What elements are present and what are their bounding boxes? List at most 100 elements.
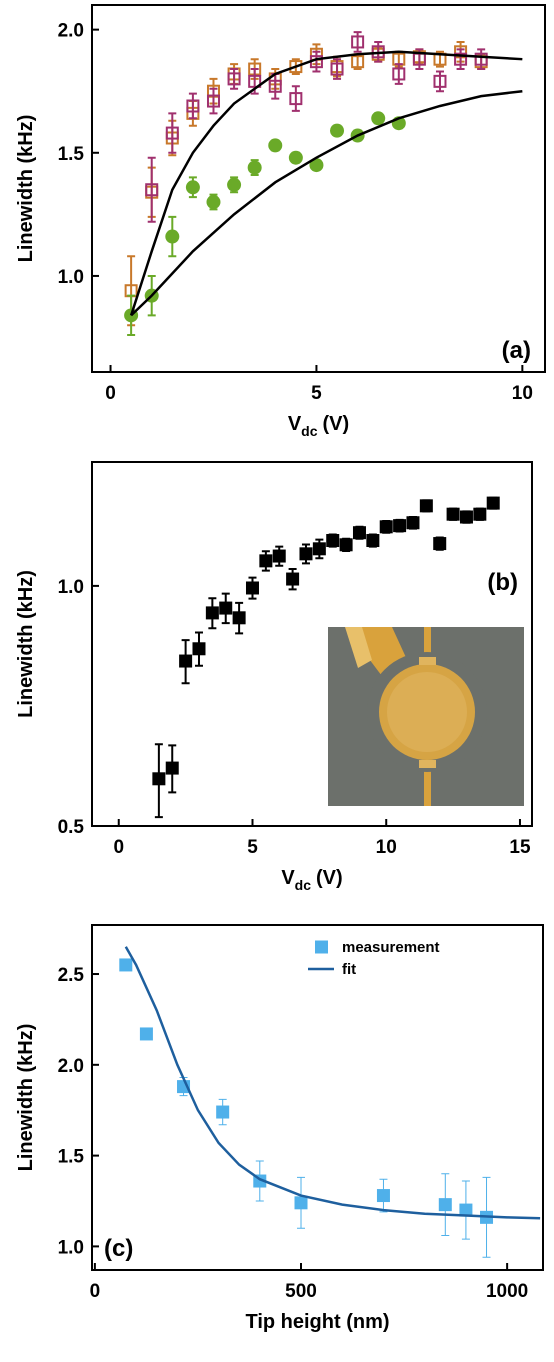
plot-frame xyxy=(91,461,533,827)
x-tick-label: 1000 xyxy=(486,1281,528,1302)
marker xyxy=(312,542,326,556)
marker xyxy=(227,177,242,192)
x-tick-label: 0 xyxy=(113,837,124,858)
x-axis-label-main: V xyxy=(281,867,295,889)
error-bar xyxy=(333,58,342,80)
marker xyxy=(206,94,220,108)
x-tick-label: 10 xyxy=(512,383,533,404)
marker xyxy=(247,160,262,175)
fit-line xyxy=(129,50,523,316)
marker xyxy=(473,507,487,521)
marker xyxy=(376,1189,390,1203)
x-axis-label: Vdc (V) xyxy=(281,867,342,893)
error-bar xyxy=(209,87,218,115)
y-tick-label: 2.0 xyxy=(58,21,84,42)
error-bar xyxy=(147,156,156,223)
y-axis-label: Linewidth (kHz) xyxy=(15,115,37,263)
marker xyxy=(152,772,166,786)
marker xyxy=(330,123,345,138)
error-bar xyxy=(435,70,444,93)
error-bar xyxy=(168,112,177,154)
marker xyxy=(419,499,433,513)
y-axis-label: Linewidth (kHz) xyxy=(15,1024,37,1172)
y-tick-label: 1.0 xyxy=(58,1237,84,1258)
marker xyxy=(294,1196,308,1210)
x-axis-label-unit: (V) xyxy=(323,413,350,435)
y-axis-label: Linewidth (kHz) xyxy=(15,570,37,718)
inset-photo xyxy=(328,627,524,806)
marker xyxy=(459,510,473,524)
y-tick-label: 2.0 xyxy=(58,1056,84,1077)
marker xyxy=(351,35,365,49)
marker xyxy=(366,534,380,548)
marker xyxy=(352,526,366,540)
marker xyxy=(286,572,300,586)
error-bar xyxy=(312,50,321,73)
y-tick-label: 1.0 xyxy=(58,267,84,288)
marker xyxy=(268,138,283,153)
marker xyxy=(272,549,286,563)
legend-label: measurement xyxy=(342,939,440,956)
marker xyxy=(259,554,273,568)
y-tick-label: 2.5 xyxy=(58,965,85,986)
panel-label: (b) xyxy=(487,569,518,596)
marker xyxy=(433,74,447,88)
marker xyxy=(438,1198,452,1212)
panel: 0 500 1000 1.0 1.5 2.0 2.5 Tip height (nm) Linew… xyxy=(15,924,544,1333)
marker xyxy=(186,99,200,113)
marker xyxy=(268,79,282,93)
x-tick-label: 5 xyxy=(247,837,258,858)
marker xyxy=(351,55,365,69)
marker xyxy=(289,60,303,74)
y-tick-label: 1.5 xyxy=(58,1147,85,1168)
x-axis-label-sub: dc xyxy=(295,877,312,893)
panel-label: (c) xyxy=(104,1235,133,1262)
plot-frame xyxy=(91,4,546,373)
x-tick-label: 10 xyxy=(376,837,397,858)
marker xyxy=(119,958,133,972)
error-bar xyxy=(271,72,280,100)
x-axis-label-sub: dc xyxy=(301,423,318,439)
error-bar xyxy=(477,48,486,71)
x-tick-label: 0 xyxy=(105,383,116,404)
marker xyxy=(205,606,219,620)
marker xyxy=(185,180,200,195)
marker xyxy=(206,195,221,210)
marker xyxy=(216,1105,230,1119)
x-axis-label: Tip height (nm) xyxy=(245,1311,389,1333)
marker xyxy=(486,496,500,510)
marker xyxy=(139,1027,153,1041)
marker xyxy=(165,126,179,140)
marker xyxy=(371,111,386,126)
marker xyxy=(179,654,193,668)
marker xyxy=(165,229,180,244)
error-bar xyxy=(291,85,300,112)
y-tick-label: 1.5 xyxy=(58,144,85,165)
marker xyxy=(393,519,407,533)
x-tick-label: 5 xyxy=(311,383,322,404)
marker xyxy=(145,183,159,197)
x-axis-label: Vdc (V) xyxy=(288,413,349,439)
error-bar xyxy=(394,63,403,85)
marker xyxy=(330,62,344,76)
error-bar xyxy=(230,68,239,90)
marker xyxy=(232,611,246,625)
marker xyxy=(245,581,259,595)
y-tick-label: 0.5 xyxy=(58,817,85,838)
marker xyxy=(192,642,206,656)
marker xyxy=(248,74,262,88)
panel: 0 5 10 15 0.5 1.0 Vdc (V) Linewidth (kHz) (b) xyxy=(15,461,533,893)
x-tick-label: 0 xyxy=(90,1281,101,1302)
marker xyxy=(474,52,488,66)
marker xyxy=(406,516,420,530)
marker xyxy=(219,601,233,615)
marker xyxy=(288,150,303,165)
error-bar xyxy=(353,31,362,53)
y-tick-label: 1.0 xyxy=(58,577,84,598)
x-tick-label: 500 xyxy=(285,1281,317,1302)
marker xyxy=(392,67,406,81)
marker xyxy=(446,507,460,521)
panel-label: (a) xyxy=(502,337,531,364)
error-bar xyxy=(456,48,465,71)
